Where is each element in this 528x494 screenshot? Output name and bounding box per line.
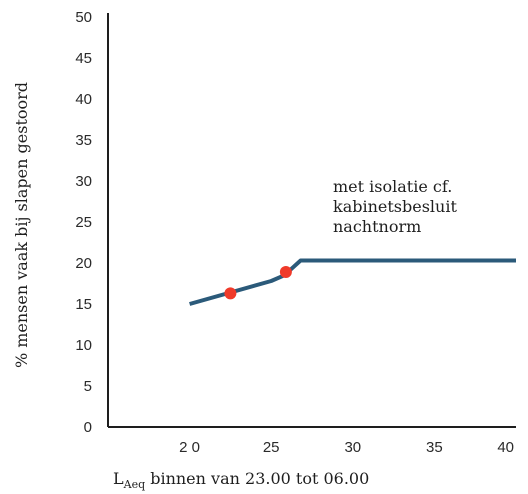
x-tick-label: 30 [344,439,361,456]
y-tick-label: 30 [75,173,92,190]
y-tick-label: 15 [75,296,92,313]
x-tick-label: 40 [497,439,514,456]
x-axis-title: LAeq binnen van 23.00 tot 06.00 [113,469,369,491]
y-tick-label: 40 [75,91,92,108]
annotation-text: met isolatie cf. kabinetsbesluit nachtno… [333,177,462,236]
x-tick-label: 25 [263,439,280,456]
points-group [224,266,292,300]
x-tick-label: 2 0 [179,439,200,456]
x-axis-title-rest: binnen van 23.00 tot 06.00 [145,469,369,488]
x-tick-label: 35 [426,439,443,456]
series-group [189,258,516,306]
x-axis-title-main: L [113,469,124,488]
series-line [189,258,516,306]
y-tick-label: 0 [84,419,92,436]
y-tick-label: 5 [84,378,92,395]
y-tick-label: 10 [75,337,92,354]
y-tick-label: 20 [75,255,92,272]
x-tick-labels: 2 0 25 30 35 40 [179,439,514,456]
y-tick-labels: 0 5 10 15 20 25 30 35 40 45 50 [75,9,92,436]
y-tick-label: 45 [75,50,92,67]
annotation-line-2: kabinetsbesluit [333,197,457,216]
data-point [224,287,237,300]
annotation-line-3: nachtnorm [333,217,421,236]
x-axis-title-subscript: Aeq [123,478,146,491]
y-tick-label: 25 [75,214,92,231]
y-tick-label: 35 [75,132,92,149]
y-tick-label: 50 [75,9,92,26]
data-point [279,266,292,279]
y-axis-title: % mensen vaak bij slapen gestoord [12,82,31,368]
annotation-line-1: met isolatie cf. [333,177,452,196]
